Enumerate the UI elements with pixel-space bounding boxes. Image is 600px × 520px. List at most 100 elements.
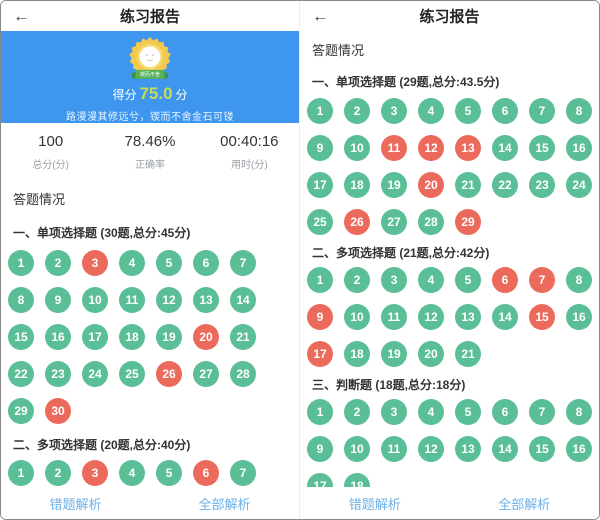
question-circle[interactable]: 5 [156, 250, 182, 276]
question-circle[interactable]: 4 [119, 460, 145, 486]
question-circle[interactable]: 23 [45, 361, 71, 387]
question-circle[interactable]: 8 [566, 267, 592, 293]
question-circle[interactable]: 18 [119, 324, 145, 350]
question-circle[interactable]: 6 [492, 98, 518, 124]
question-circle[interactable]: 7 [529, 399, 555, 425]
question-circle[interactable]: 4 [418, 267, 444, 293]
question-circle[interactable]: 28 [418, 209, 444, 235]
question-circle[interactable]: 7 [529, 98, 555, 124]
question-circle[interactable]: 1 [307, 98, 333, 124]
back-arrow-icon[interactable]: ← [312, 6, 329, 26]
question-circle[interactable]: 17 [307, 172, 333, 198]
question-circle[interactable]: 7 [230, 250, 256, 276]
question-circle[interactable]: 7 [529, 267, 555, 293]
question-circle[interactable]: 11 [381, 304, 407, 330]
question-circle[interactable]: 15 [529, 436, 555, 462]
question-circle[interactable]: 11 [381, 436, 407, 462]
question-circle[interactable]: 13 [455, 135, 481, 161]
question-circle[interactable]: 12 [418, 135, 444, 161]
question-circle[interactable]: 8 [566, 399, 592, 425]
question-circle[interactable]: 29 [455, 209, 481, 235]
question-circle[interactable]: 28 [230, 361, 256, 387]
question-circle[interactable]: 18 [344, 341, 370, 367]
question-circle[interactable]: 11 [381, 135, 407, 161]
question-circle[interactable]: 29 [8, 398, 34, 424]
question-circle[interactable]: 9 [45, 287, 71, 313]
all-analysis-link[interactable]: 全部解析 [498, 496, 551, 512]
question-circle[interactable]: 3 [82, 460, 108, 486]
question-circle[interactable]: 5 [455, 98, 481, 124]
question-circle[interactable]: 10 [344, 304, 370, 330]
question-circle[interactable]: 2 [45, 250, 71, 276]
question-circle[interactable]: 15 [8, 324, 34, 350]
question-circle[interactable]: 16 [45, 324, 71, 350]
question-circle[interactable]: 14 [492, 304, 518, 330]
question-circle[interactable]: 24 [566, 172, 592, 198]
question-circle[interactable]: 13 [455, 304, 481, 330]
question-circle[interactable]: 10 [344, 436, 370, 462]
question-circle[interactable]: 13 [455, 436, 481, 462]
question-circle[interactable]: 22 [8, 361, 34, 387]
question-circle[interactable]: 20 [418, 172, 444, 198]
question-circle[interactable]: 8 [566, 98, 592, 124]
question-circle[interactable]: 3 [381, 399, 407, 425]
question-circle[interactable]: 9 [307, 304, 333, 330]
question-circle[interactable]: 20 [418, 341, 444, 367]
question-circle[interactable]: 26 [344, 209, 370, 235]
question-circle[interactable]: 1 [307, 399, 333, 425]
question-circle[interactable]: 16 [566, 135, 592, 161]
question-circle[interactable]: 10 [82, 287, 108, 313]
question-circle[interactable]: 15 [529, 304, 555, 330]
question-circle[interactable]: 27 [381, 209, 407, 235]
question-circle[interactable]: 26 [156, 361, 182, 387]
question-circle[interactable]: 12 [418, 436, 444, 462]
question-circle[interactable]: 2 [344, 267, 370, 293]
question-circle[interactable]: 14 [492, 135, 518, 161]
question-circle[interactable]: 19 [381, 341, 407, 367]
question-circle[interactable]: 4 [119, 250, 145, 276]
question-circle[interactable]: 6 [492, 267, 518, 293]
question-circle[interactable]: 3 [381, 98, 407, 124]
question-circle[interactable]: 5 [455, 267, 481, 293]
question-circle[interactable]: 25 [119, 361, 145, 387]
question-circle[interactable]: 12 [156, 287, 182, 313]
question-circle[interactable]: 3 [381, 267, 407, 293]
question-circle[interactable]: 6 [492, 399, 518, 425]
question-circle[interactable]: 19 [156, 324, 182, 350]
question-circle[interactable]: 22 [492, 172, 518, 198]
question-circle[interactable]: 6 [193, 460, 219, 486]
question-circle[interactable]: 14 [492, 436, 518, 462]
question-circle[interactable]: 3 [82, 250, 108, 276]
question-circle[interactable]: 19 [381, 172, 407, 198]
question-circle[interactable]: 2 [45, 460, 71, 486]
question-circle[interactable]: 5 [455, 399, 481, 425]
question-circle[interactable]: 21 [230, 324, 256, 350]
question-circle[interactable]: 2 [344, 399, 370, 425]
question-circle[interactable]: 11 [119, 287, 145, 313]
question-circle[interactable]: 23 [529, 172, 555, 198]
question-circle[interactable]: 1 [8, 250, 34, 276]
all-analysis-link[interactable]: 全部解析 [198, 496, 251, 512]
question-circle[interactable]: 4 [418, 399, 444, 425]
question-circle[interactable]: 30 [45, 398, 71, 424]
question-circle[interactable]: 2 [344, 98, 370, 124]
question-circle[interactable]: 17 [307, 341, 333, 367]
question-circle[interactable]: 6 [193, 250, 219, 276]
question-circle[interactable]: 10 [344, 135, 370, 161]
question-circle[interactable]: 7 [230, 460, 256, 486]
question-circle[interactable]: 15 [529, 135, 555, 161]
question-circle[interactable]: 24 [82, 361, 108, 387]
wrong-analysis-link[interactable]: 错题解析 [49, 496, 102, 512]
question-circle[interactable]: 12 [418, 304, 444, 330]
question-circle[interactable]: 5 [156, 460, 182, 486]
question-circle[interactable]: 18 [344, 172, 370, 198]
question-circle[interactable]: 13 [193, 287, 219, 313]
question-circle[interactable]: 20 [193, 324, 219, 350]
question-circle[interactable]: 9 [307, 135, 333, 161]
question-circle[interactable]: 9 [307, 436, 333, 462]
question-circle[interactable]: 14 [230, 287, 256, 313]
wrong-analysis-link[interactable]: 错题解析 [348, 496, 401, 512]
question-circle[interactable]: 21 [455, 172, 481, 198]
question-circle[interactable]: 25 [307, 209, 333, 235]
back-arrow-icon[interactable]: ← [13, 6, 30, 26]
